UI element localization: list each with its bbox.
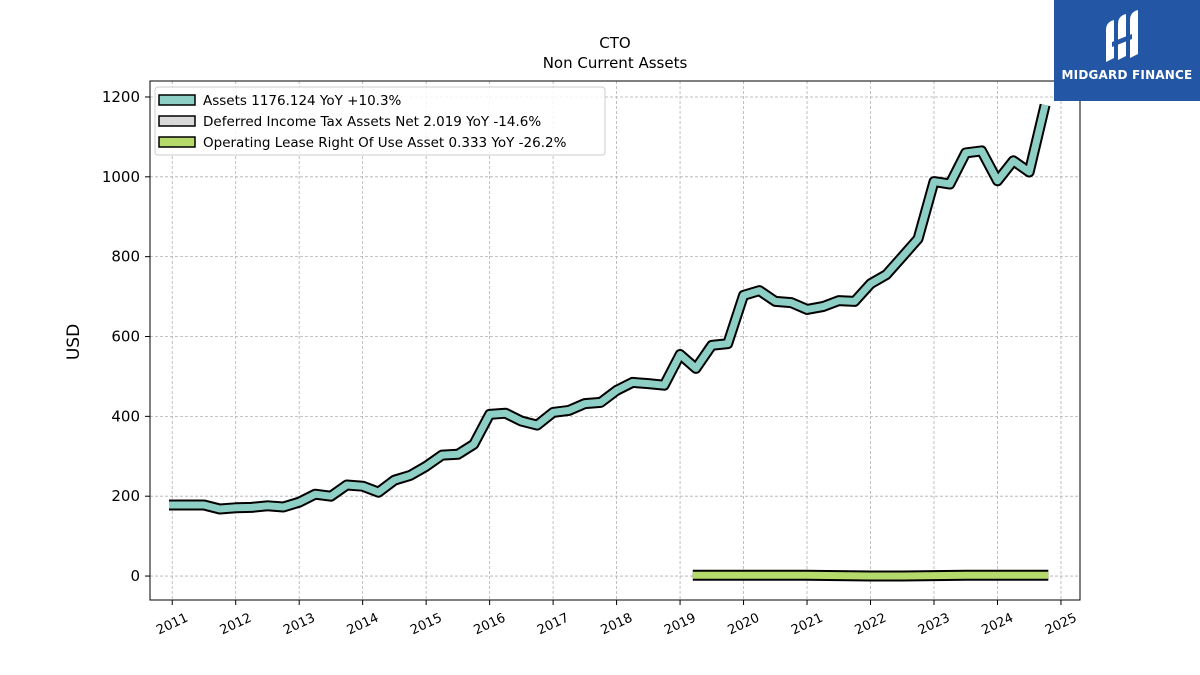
chart-title: CTO (599, 34, 630, 52)
x-tick-label: 2020 (726, 611, 762, 639)
legend-swatch (158, 136, 196, 148)
brand-name: MIDGARD FINANCE (1061, 68, 1193, 82)
x-tick-label: 2011 (154, 611, 190, 639)
x-tick-label: 2024 (980, 611, 1016, 639)
legend: Assets 1176.124 YoY +10.3% Deferred Incom… (154, 86, 606, 156)
chart-subtitle: Non Current Assets (543, 54, 688, 72)
legend-box (154, 86, 606, 156)
series-lines (169, 103, 1051, 582)
x-tick-label: 2018 (599, 611, 635, 639)
brand-logo: MIDGARD FINANCE (1054, 0, 1200, 101)
x-tick-label: 2022 (853, 611, 889, 639)
midgard-logo-icon (1106, 10, 1138, 62)
x-tick-label: 2021 (789, 611, 825, 639)
x-tick-label: 2019 (662, 611, 698, 639)
y-tick-label: 400 (111, 407, 140, 425)
series-line-2 (692, 571, 1049, 580)
series-line-0 (169, 104, 1049, 513)
y-tick-label: 800 (111, 248, 140, 266)
legend-label: Operating Lease Right Of Use Asset 0.333… (203, 135, 567, 151)
y-tick-label: 0 (130, 567, 140, 585)
y-tick-label: 200 (111, 487, 140, 505)
y-tick-label: 1000 (102, 168, 140, 186)
x-tick-label: 2017 (535, 611, 571, 639)
x-tick-label: 2015 (408, 611, 444, 639)
legend-swatch (158, 115, 196, 127)
legend-label: Assets 1176.124 YoY +10.3% (203, 93, 402, 109)
x-tick-label: 2013 (281, 611, 317, 639)
x-tick-label: 2012 (218, 611, 254, 639)
x-tick-label: 2025 (1043, 611, 1079, 639)
x-tick-label: 2014 (345, 611, 381, 639)
x-tick-label: 2023 (916, 611, 952, 639)
series-outline-0 (169, 103, 1051, 515)
x-axis: 2011 2012 2013 2014 2015 2016 2017 2018 2019 2020… (154, 600, 1079, 638)
y-tick-label: 1200 (102, 88, 140, 106)
y-axis-label: USD (64, 324, 84, 360)
y-tick-label: 600 (111, 328, 140, 346)
x-tick-label: 2016 (472, 611, 508, 639)
legend-label: Deferred Income Tax Assets Net 2.019 YoY… (203, 114, 541, 130)
legend-swatch (158, 94, 196, 106)
grid-lines (150, 81, 1080, 600)
plot-frame (149, 80, 1081, 601)
y-axis: 0 200 400 600 800 1000 1200 (102, 88, 150, 585)
